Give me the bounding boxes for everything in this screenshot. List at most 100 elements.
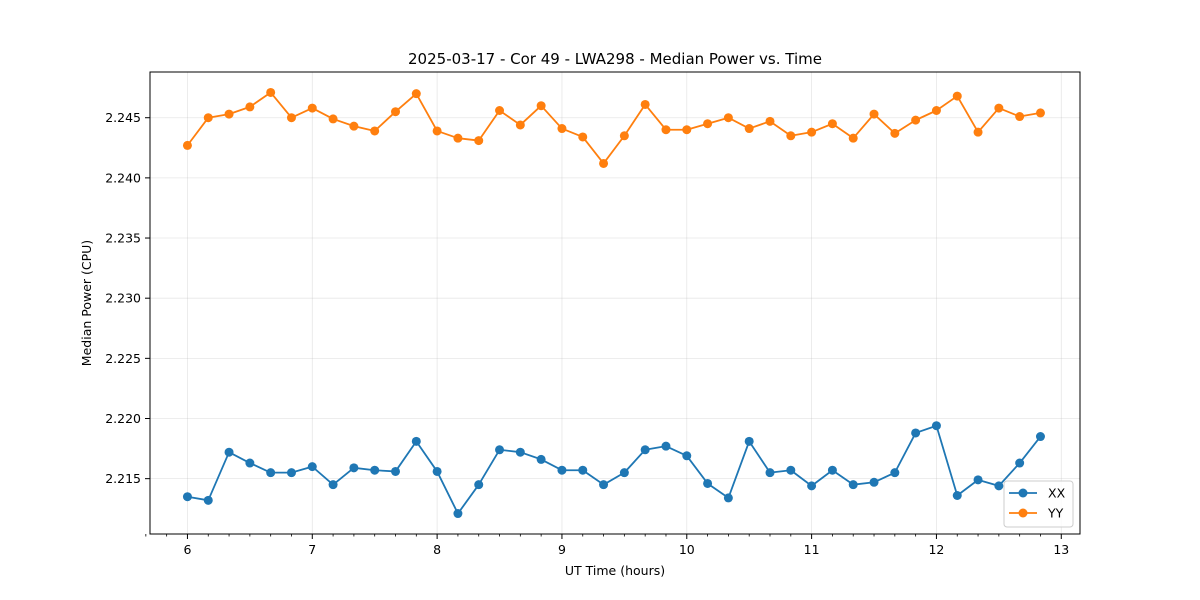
data-point-xx	[286, 468, 296, 478]
data-point-xx	[931, 421, 941, 431]
data-point-yy	[391, 107, 401, 117]
x-tick-label: 9	[558, 542, 566, 557]
data-point-yy	[245, 102, 255, 112]
x-tick-label: 10	[679, 542, 695, 557]
x-tick-label: 6	[183, 542, 191, 557]
y-axis-label: Median Power (CPU)	[79, 240, 94, 366]
data-point-yy	[286, 113, 296, 123]
data-point-yy	[328, 114, 338, 124]
data-point-xx	[557, 465, 567, 475]
data-point-yy	[952, 91, 962, 101]
data-point-xx	[703, 478, 713, 488]
data-point-yy	[911, 115, 921, 125]
data-point-yy	[765, 116, 775, 126]
data-point-xx	[890, 468, 900, 478]
y-tick-label: 2.240	[105, 170, 141, 185]
data-point-xx	[661, 441, 671, 451]
data-point-yy	[203, 113, 213, 123]
data-point-yy	[370, 126, 380, 136]
data-point-xx	[744, 436, 754, 446]
data-point-yy	[848, 133, 858, 143]
series-layer	[182, 87, 1045, 519]
data-point-xx	[224, 447, 234, 457]
y-tick-label: 2.230	[105, 291, 141, 306]
data-point-yy	[453, 133, 463, 143]
data-point-yy	[307, 103, 317, 113]
data-point-yy	[349, 121, 359, 131]
data-point-xx	[723, 493, 733, 503]
data-point-yy	[807, 127, 817, 137]
x-tick-label: 12	[928, 542, 944, 557]
x-axis-label: UT Time (hours)	[565, 563, 665, 578]
data-point-xx	[786, 465, 796, 475]
chart-title: 2025-03-17 - Cor 49 - LWA298 - Median Po…	[408, 50, 822, 68]
x-tick-label: 11	[804, 542, 820, 557]
y-tick-label: 2.220	[105, 411, 141, 426]
data-point-yy	[557, 124, 567, 134]
data-point-yy	[682, 125, 692, 135]
data-point-xx	[453, 509, 463, 519]
legend: XX YY	[1003, 480, 1074, 528]
x-tick-label: 13	[1053, 542, 1069, 557]
data-point-yy	[869, 109, 879, 119]
data-point-yy	[266, 87, 276, 97]
data-point-yy	[182, 140, 192, 150]
data-point-yy	[827, 119, 837, 129]
data-point-xx	[973, 475, 983, 485]
data-point-xx	[952, 491, 962, 500]
data-point-xx	[911, 428, 921, 438]
data-point-yy	[495, 106, 505, 115]
data-point-yy	[994, 103, 1004, 113]
data-point-yy	[640, 99, 650, 109]
data-point-xx	[1035, 432, 1045, 442]
y-tick-label: 2.225	[105, 351, 141, 366]
tick-layer: 6 7 8 9 10 11 12 13 2.215 2.220 2.225 2.230 2.235 2.2…	[105, 110, 1069, 557]
data-point-xx	[245, 458, 255, 468]
data-point-xx	[370, 465, 380, 475]
y-tick-label: 2.215	[105, 471, 141, 486]
data-point-yy	[599, 158, 609, 168]
data-point-xx	[391, 466, 401, 476]
plot-frame	[149, 71, 1081, 535]
data-point-yy	[890, 128, 900, 138]
data-point-yy	[973, 127, 983, 137]
data-point-yy	[1035, 108, 1045, 118]
data-point-xx	[266, 468, 276, 478]
data-point-xx	[994, 481, 1004, 491]
data-point-yy	[619, 131, 629, 141]
data-point-xx	[848, 480, 858, 490]
data-point-yy	[432, 126, 442, 136]
data-point-xx	[765, 468, 775, 478]
data-point-xx	[432, 466, 442, 476]
data-point-xx	[578, 465, 588, 475]
data-point-yy	[224, 109, 234, 119]
data-point-xx	[682, 451, 692, 461]
data-point-xx	[536, 454, 546, 464]
data-point-xx	[640, 445, 650, 455]
y-tick-label: 2.245	[105, 110, 141, 125]
data-point-xx	[474, 480, 484, 490]
x-tick-label: 8	[433, 542, 441, 557]
legend-label-yy: YY	[1047, 506, 1064, 521]
data-point-yy	[411, 89, 421, 99]
data-point-xx	[411, 436, 421, 446]
legend-marker-xx	[1018, 488, 1028, 498]
data-point-yy	[786, 131, 796, 141]
series-line-xx	[187, 424, 1042, 515]
data-point-xx	[495, 445, 505, 455]
data-point-yy	[703, 119, 713, 129]
data-point-xx	[203, 495, 213, 505]
data-point-xx	[619, 468, 629, 478]
legend-marker-yy	[1018, 508, 1028, 518]
data-point-yy	[744, 124, 754, 134]
data-point-xx	[328, 480, 338, 490]
data-point-xx	[349, 463, 359, 473]
data-point-yy	[1015, 112, 1025, 122]
data-point-xx	[599, 480, 609, 490]
data-point-xx	[515, 447, 525, 457]
data-point-xx	[827, 465, 837, 475]
y-tick-label: 2.235	[105, 231, 141, 246]
data-point-yy	[723, 113, 733, 123]
